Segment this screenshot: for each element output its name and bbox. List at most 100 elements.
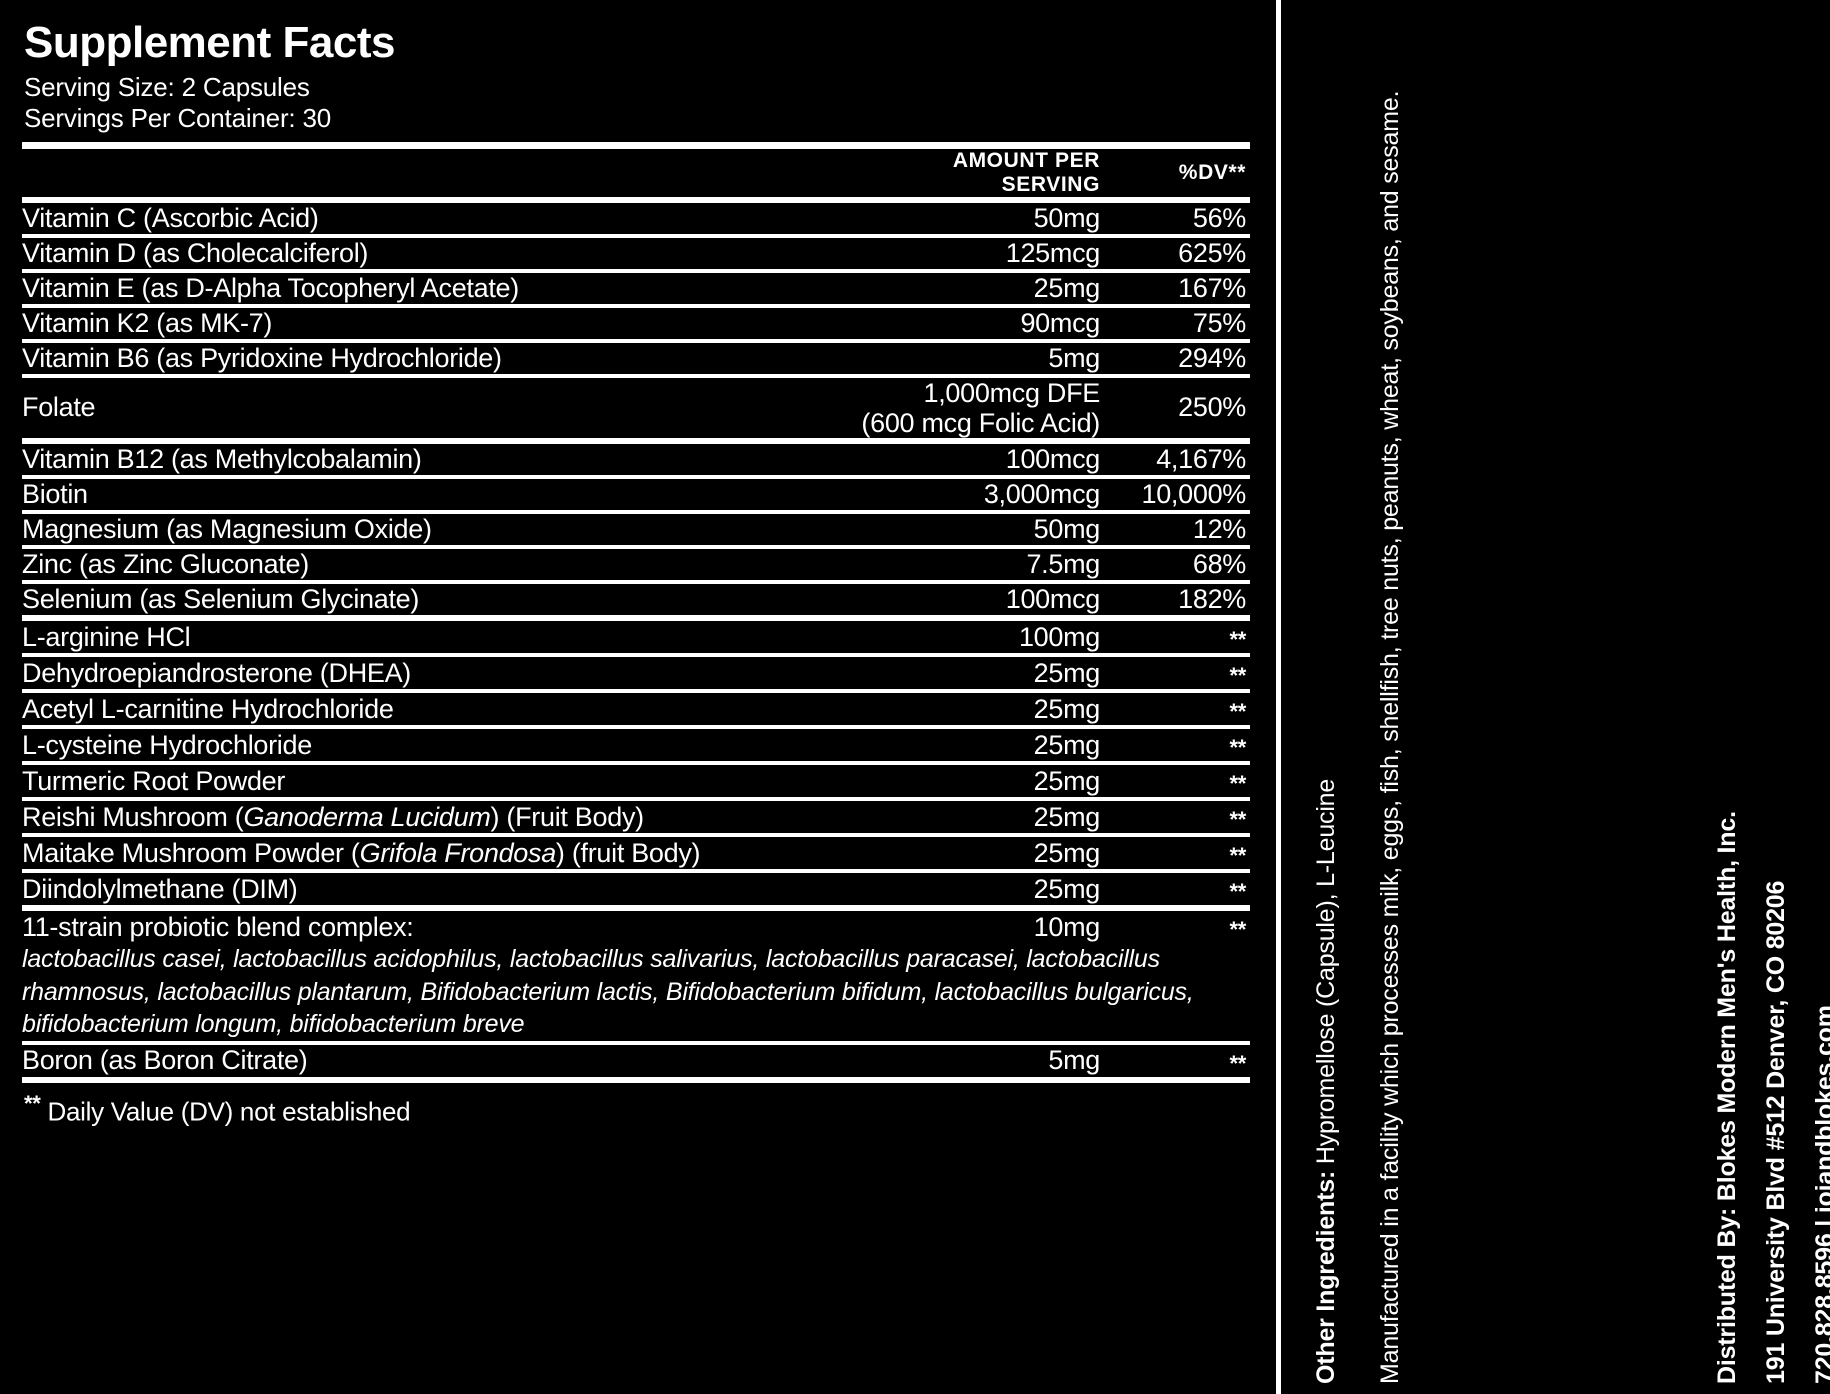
nutrient-name: Vitamin K2 (as MK-7)	[22, 307, 273, 338]
nutrient-amount: 25mg	[1033, 765, 1101, 796]
nutrient-name: L-cysteine Hydrochloride	[22, 729, 312, 760]
nutrient-amount: 25mg	[1033, 873, 1101, 904]
nutrient-name: L-arginine HCl	[22, 621, 191, 652]
nutrient-amount: 1,000mcg DFE (600 mcg Folic Acid)	[850, 378, 1100, 438]
row-separator	[22, 1076, 1250, 1083]
row-separator	[22, 761, 1250, 765]
table-row: Diindolylmethane (DIM) 25mg **	[22, 873, 1250, 905]
nutrient-dv: **	[1229, 843, 1246, 868]
nutrient-dv: 56%	[1192, 202, 1246, 233]
row-separator	[22, 303, 1250, 308]
nutrient-dv: 10,000%	[1141, 479, 1247, 509]
footnote-marker: **	[24, 1090, 41, 1116]
nutrient-amount: 3,000mcg	[983, 479, 1100, 509]
nutrient-amount: 25mg	[1033, 729, 1101, 760]
row-separator	[22, 615, 1250, 621]
footnote-text: Daily Value (DV) not established	[47, 1096, 411, 1127]
nutrient-name-suffix: ) (fruit Body)	[555, 837, 701, 868]
nutrient-amount: 7.5mg	[1026, 549, 1100, 579]
row-separator	[22, 689, 1250, 693]
nutrient-amount: 100mcg	[1005, 444, 1101, 474]
nutrient-amount: 10mg	[1033, 911, 1101, 942]
nutrient-amount: 50mg	[1033, 514, 1101, 544]
nutrient-dv: 75%	[1192, 307, 1246, 338]
nutrient-name: Zinc (as Zinc Gluconate)	[22, 549, 309, 579]
daily-value-footnote: ** Daily Value (DV) not established	[22, 1083, 1250, 1132]
nutrient-dv: 182%	[1178, 584, 1246, 614]
servings-per-container-text: Servings Per Container: 30	[24, 102, 331, 133]
table-row: Magnesium (as Magnesium Oxide) 50mg 12%	[22, 514, 1250, 545]
row-separator	[22, 338, 1250, 343]
nutrient-dv: **	[1229, 1050, 1246, 1076]
row-separator	[22, 545, 1250, 549]
nutrient-amount: 25mg	[1033, 693, 1101, 724]
nutrient-amount: 25mg	[1033, 801, 1101, 832]
nutrient-dv: 294%	[1178, 342, 1246, 373]
nutrient-name: Reishi Mushroom (Ganoderma Lucidum) (Fru…	[22, 801, 850, 833]
nutrient-dv: **	[1229, 917, 1246, 942]
nutrient-dv: **	[1229, 699, 1246, 724]
table-header-row: AMOUNT PER SERVING %DV**	[22, 149, 1250, 197]
page-title: Supplement Facts	[24, 18, 395, 67]
row-separator	[22, 833, 1250, 837]
row-separator	[22, 373, 1250, 378]
table-row: Vitamin E (as D-Alpha Tocopheryl Acetate…	[22, 273, 1250, 304]
row-separator	[22, 510, 1250, 514]
nutrient-name: Vitamin C (Ascorbic Acid)	[22, 202, 319, 233]
row-separator	[22, 196, 1250, 203]
probiotic-blend-list-row: lactobacillus casei, lactobacillus acido…	[22, 943, 1250, 1041]
table-row: Acetyl L-carnitine Hydrochloride 25mg **	[22, 693, 1250, 725]
table-row: Vitamin C (Ascorbic Acid) 50mg 56%	[22, 203, 1250, 234]
nutrient-name-prefix: Maitake Mushroom Powder (	[22, 837, 360, 868]
table-row: Vitamin B6 (as Pyridoxine Hydrochloride)…	[22, 343, 1250, 374]
nutrient-name: Biotin	[22, 479, 88, 509]
nutrient-name: Vitamin D (as Cholecalciferol)	[22, 237, 369, 268]
row-separator	[22, 653, 1250, 657]
nutrient-dv: **	[1229, 807, 1246, 832]
row-separator	[22, 580, 1250, 584]
nutrient-name: Acetyl L-carnitine Hydrochloride	[22, 693, 394, 724]
table-top-rule	[22, 141, 1250, 149]
table-row: Reishi Mushroom (Ganoderma Lucidum) (Fru…	[22, 801, 1250, 833]
table-row: Selenium (as Selenium Glycinate) 100mcg …	[22, 584, 1250, 615]
supplement-facts-block: Supplement Facts Serving Size: 2 Capsule…	[22, 10, 1250, 1131]
row-separator	[22, 1040, 1250, 1045]
nutrient-name-prefix: Reishi Mushroom (	[22, 801, 244, 832]
table-row: Vitamin B12 (as Methylcobalamin) 100mcg …	[22, 444, 1250, 475]
table-row: L-cysteine Hydrochloride 25mg **	[22, 729, 1250, 761]
sidebar-info-block: Other Ingredients: Hypromellose (Capsule…	[1281, 0, 1830, 1394]
nutrient-dv: 167%	[1178, 272, 1246, 303]
table-row: L-arginine HCl 100mg **	[22, 621, 1250, 653]
nutrient-amount-line1: 1,000mcg DFE	[923, 377, 1101, 408]
table-row: Turmeric Root Powder 25mg **	[22, 765, 1250, 797]
nutrient-amount: 50mg	[1033, 202, 1101, 233]
nutrient-name: Dehydroepiandrosterone (DHEA)	[22, 657, 411, 688]
row-separator	[22, 797, 1250, 801]
nutrient-amount: 100mg	[1018, 621, 1100, 652]
row-separator	[22, 905, 1250, 911]
distributor-contact: 720.828.8596 | joiandblokes.com	[1810, 1005, 1830, 1384]
nutrient-name: Magnesium (as Magnesium Oxide)	[22, 514, 432, 544]
nutrient-name-suffix: ) (Fruit Body)	[490, 801, 645, 832]
nutrient-amount: 125mcg	[1005, 237, 1101, 268]
table-row: Dehydroepiandrosterone (DHEA) 25mg **	[22, 657, 1250, 689]
nutrient-amount-line2: (600 mcg Folic Acid)	[861, 407, 1100, 438]
row-separator	[22, 475, 1250, 479]
distributor-info: Distributed By: Blokes Modern Men's Heal…	[1703, 4, 1830, 1384]
row-separator	[22, 268, 1250, 273]
nutrient-amount: 25mg	[1033, 837, 1101, 868]
table-row: Biotin 3,000mcg 10,000%	[22, 479, 1250, 510]
nutrient-dv: **	[1229, 879, 1246, 904]
nutrient-name: Folate	[22, 392, 96, 423]
other-ingredients-value: Hypromellose (Capsule), L-Leucine	[1312, 778, 1340, 1171]
nutrient-name: Maitake Mushroom Powder (Grifola Frondos…	[22, 837, 850, 869]
nutrient-name: Diindolylmethane (DIM)	[22, 873, 298, 904]
other-ingredients-text: Other Ingredients: Hypromellose (Capsule…	[1311, 4, 1342, 1384]
row-separator	[22, 233, 1250, 238]
table-row: Maitake Mushroom Powder (Grifola Frondos…	[22, 837, 1250, 869]
distributor-address: 191 University Blvd #512 Denver, CO 8020…	[1761, 880, 1790, 1384]
row-separator	[22, 725, 1250, 729]
nutrient-dv: **	[1229, 627, 1246, 652]
table-row: Boron (as Boron Citrate) 5mg **	[22, 1045, 1250, 1077]
